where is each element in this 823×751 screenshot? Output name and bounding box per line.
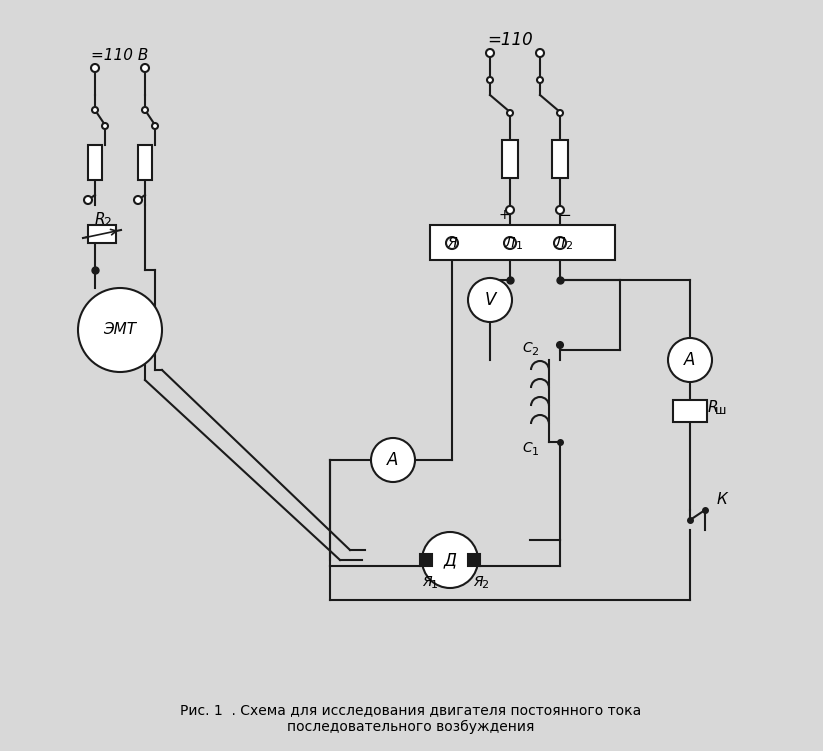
- Circle shape: [91, 64, 99, 72]
- Circle shape: [152, 123, 158, 129]
- Circle shape: [468, 278, 512, 322]
- Text: ЭМТ: ЭМТ: [104, 322, 137, 337]
- Text: 2: 2: [565, 241, 573, 251]
- Bar: [138, 145, 152, 180]
- Circle shape: [102, 123, 108, 129]
- Bar: [468, 554, 480, 566]
- Text: Л: Л: [504, 236, 515, 250]
- Bar: [88, 225, 116, 243]
- Circle shape: [504, 237, 516, 249]
- Text: =110: =110: [487, 31, 532, 49]
- Text: 1: 1: [515, 241, 523, 251]
- Text: Я: Я: [447, 236, 457, 250]
- Circle shape: [537, 77, 543, 83]
- Text: −: −: [559, 207, 571, 222]
- Text: 2: 2: [103, 216, 111, 230]
- Text: R: R: [95, 213, 105, 228]
- Text: Я: Я: [473, 575, 483, 589]
- Bar: [88, 145, 102, 180]
- Circle shape: [487, 77, 493, 83]
- Bar: [502, 140, 518, 178]
- Text: А: А: [684, 351, 695, 369]
- Text: Рис. 1  . Схема для исследования двигателя постоянного тока: Рис. 1 . Схема для исследования двигател…: [180, 703, 642, 717]
- Text: Я: Я: [422, 575, 432, 589]
- Text: 2: 2: [532, 347, 538, 357]
- Text: 2: 2: [481, 580, 489, 590]
- Circle shape: [422, 532, 478, 588]
- Text: R: R: [708, 400, 718, 415]
- Circle shape: [536, 49, 544, 57]
- Circle shape: [142, 107, 148, 113]
- Text: С: С: [522, 341, 532, 355]
- Bar: [420, 554, 432, 566]
- Circle shape: [446, 237, 458, 249]
- Circle shape: [554, 237, 566, 249]
- Circle shape: [486, 49, 494, 57]
- Text: +: +: [498, 208, 509, 222]
- Circle shape: [668, 338, 712, 382]
- Text: А: А: [388, 451, 398, 469]
- Text: К: К: [717, 493, 728, 508]
- Text: =110 В: =110 В: [91, 47, 149, 62]
- Circle shape: [92, 107, 98, 113]
- Bar: [430, 225, 615, 260]
- Circle shape: [134, 196, 142, 204]
- Circle shape: [84, 196, 92, 204]
- Text: Л: Л: [555, 236, 565, 250]
- Text: ш: ш: [715, 405, 727, 418]
- Text: 1: 1: [532, 447, 538, 457]
- Circle shape: [371, 438, 415, 482]
- Circle shape: [556, 206, 564, 214]
- Text: С: С: [522, 441, 532, 455]
- Text: Д: Д: [444, 551, 457, 569]
- Text: V: V: [484, 291, 495, 309]
- Circle shape: [141, 64, 149, 72]
- Circle shape: [78, 288, 162, 372]
- Text: последовательного возбуждения: последовательного возбуждения: [287, 720, 535, 734]
- Circle shape: [507, 110, 513, 116]
- Circle shape: [557, 342, 563, 348]
- Bar: [673, 400, 707, 422]
- Circle shape: [557, 110, 563, 116]
- Bar: [552, 140, 568, 178]
- Circle shape: [506, 206, 514, 214]
- Text: 1: 1: [430, 580, 438, 590]
